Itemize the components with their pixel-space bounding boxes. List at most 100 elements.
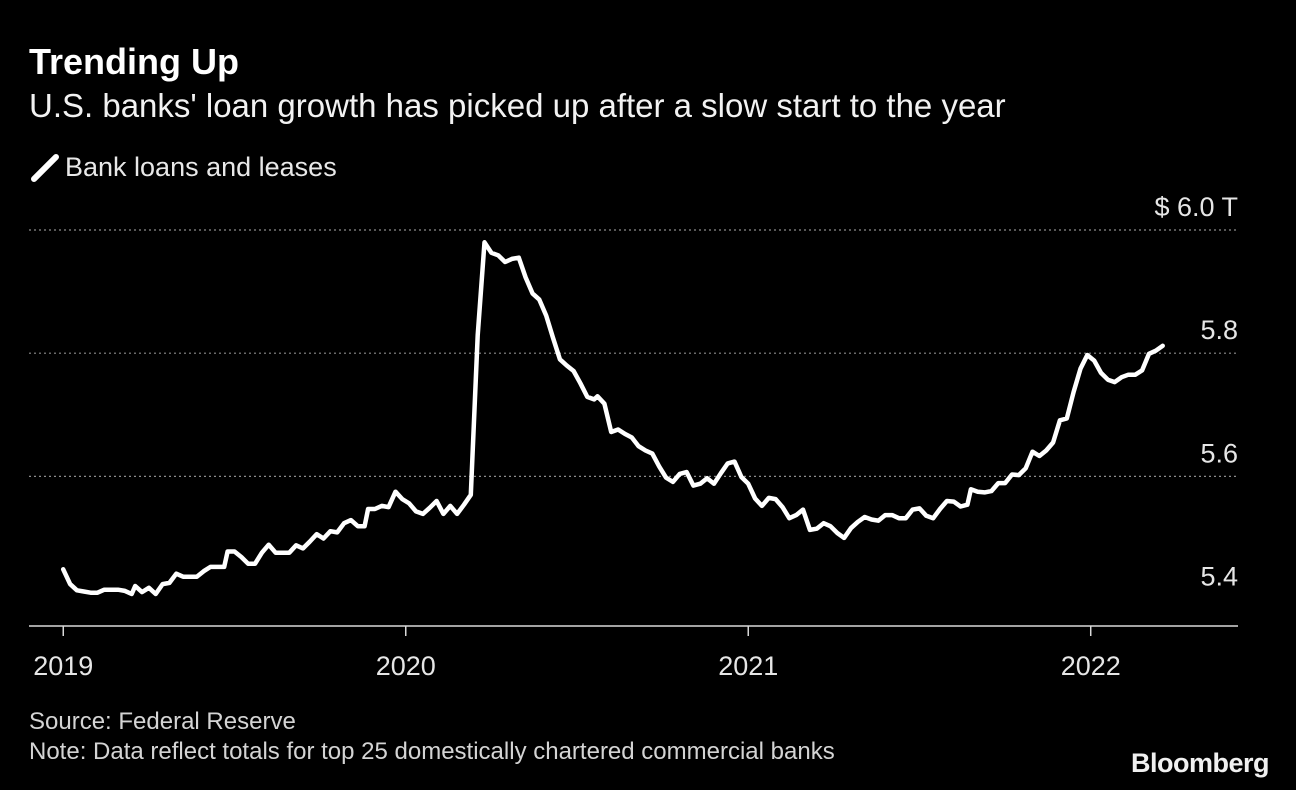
data-point bbox=[476, 334, 479, 337]
data-point bbox=[1031, 450, 1034, 453]
data-point bbox=[1011, 473, 1013, 476]
data-point bbox=[559, 358, 561, 361]
data-point bbox=[511, 258, 513, 260]
data-point bbox=[1155, 349, 1157, 352]
data-point bbox=[415, 510, 417, 513]
data-point bbox=[175, 572, 178, 575]
data-point bbox=[154, 593, 157, 595]
data-point bbox=[363, 525, 366, 527]
data-point bbox=[1107, 378, 1109, 381]
data-point bbox=[781, 506, 784, 508]
data-point bbox=[422, 513, 424, 515]
data-point bbox=[387, 506, 390, 508]
data-point bbox=[815, 527, 818, 530]
data-point bbox=[672, 481, 674, 483]
x-tick-label: 2022 bbox=[1061, 651, 1121, 681]
data-point bbox=[884, 514, 886, 516]
data-point bbox=[329, 530, 332, 532]
data-point bbox=[877, 519, 880, 522]
data-point bbox=[905, 517, 907, 519]
data-point bbox=[288, 551, 291, 554]
data-point bbox=[720, 472, 722, 475]
data-point bbox=[483, 241, 486, 244]
data-point bbox=[706, 477, 708, 480]
data-point bbox=[1018, 474, 1020, 476]
data-point bbox=[990, 490, 993, 492]
data-point bbox=[1024, 467, 1027, 470]
data-point bbox=[524, 276, 527, 279]
data-point bbox=[1059, 419, 1061, 422]
data-point bbox=[863, 516, 866, 518]
data-point bbox=[1066, 417, 1068, 420]
data-point bbox=[350, 519, 352, 521]
data-point bbox=[449, 505, 452, 507]
data-point bbox=[130, 593, 133, 595]
data-point bbox=[428, 507, 431, 509]
data-point bbox=[209, 566, 212, 568]
data-point bbox=[747, 482, 749, 485]
data-point bbox=[456, 513, 458, 515]
data-point bbox=[134, 585, 136, 587]
data-point bbox=[565, 364, 568, 367]
data-point bbox=[795, 514, 797, 516]
data-point bbox=[69, 583, 71, 585]
data-point bbox=[223, 566, 225, 568]
series-layer bbox=[60, 240, 1165, 597]
data-point bbox=[141, 591, 143, 593]
grid-layer bbox=[29, 229, 1238, 477]
legend-label: Bank loans and leases bbox=[65, 152, 337, 182]
data-point bbox=[1141, 369, 1143, 372]
data-note: Note: Data reflect totals for top 25 dom… bbox=[29, 738, 835, 765]
data-point bbox=[843, 537, 845, 539]
axis-layer: 5.4 5.6 5.8 $ 6.0 T 2019 2020 2021 2022 bbox=[29, 192, 1238, 681]
data-point bbox=[315, 533, 318, 535]
data-point bbox=[374, 508, 376, 510]
data-point bbox=[617, 428, 619, 431]
data-point bbox=[658, 465, 660, 468]
data-point bbox=[836, 532, 839, 534]
data-point bbox=[1161, 345, 1164, 347]
data-point bbox=[96, 591, 99, 594]
brand-logo: Bloomberg bbox=[1130, 748, 1270, 778]
data-point bbox=[850, 527, 852, 529]
data-point bbox=[733, 460, 736, 463]
data-point bbox=[401, 498, 404, 500]
data-point bbox=[898, 517, 900, 519]
data-point bbox=[202, 570, 205, 572]
data-point bbox=[959, 505, 962, 508]
data-point bbox=[596, 395, 599, 398]
data-point bbox=[1134, 373, 1137, 376]
data-point bbox=[976, 490, 979, 493]
data-point bbox=[504, 261, 506, 263]
data-point bbox=[168, 582, 171, 584]
data-point bbox=[1100, 372, 1102, 374]
slash-line-icon bbox=[31, 154, 59, 182]
x-tick-label: 2020 bbox=[376, 651, 436, 681]
data-point bbox=[952, 500, 955, 503]
data-point bbox=[470, 494, 472, 496]
data-point bbox=[726, 462, 729, 465]
data-point bbox=[637, 445, 640, 448]
data-point bbox=[226, 550, 229, 553]
data-point bbox=[62, 568, 64, 571]
data-point bbox=[442, 513, 445, 515]
data-point bbox=[1038, 455, 1041, 457]
data-point bbox=[572, 370, 575, 372]
data-point bbox=[644, 449, 647, 452]
data-point bbox=[1079, 367, 1082, 370]
data-point bbox=[870, 518, 873, 521]
data-point bbox=[531, 292, 534, 295]
x-tick-label: 2021 bbox=[718, 651, 778, 681]
source-note: Source: Federal Reserve bbox=[29, 708, 296, 735]
data-point bbox=[603, 402, 606, 405]
data-point bbox=[1086, 354, 1089, 356]
y-tick-label: 5.8 bbox=[1200, 315, 1238, 345]
data-point bbox=[970, 488, 972, 491]
data-point bbox=[1052, 441, 1054, 444]
data-point bbox=[1127, 373, 1130, 376]
data-point bbox=[182, 575, 184, 578]
data-point bbox=[857, 521, 859, 523]
data-point bbox=[309, 540, 311, 543]
data-point bbox=[343, 522, 345, 524]
data-point bbox=[295, 544, 297, 547]
